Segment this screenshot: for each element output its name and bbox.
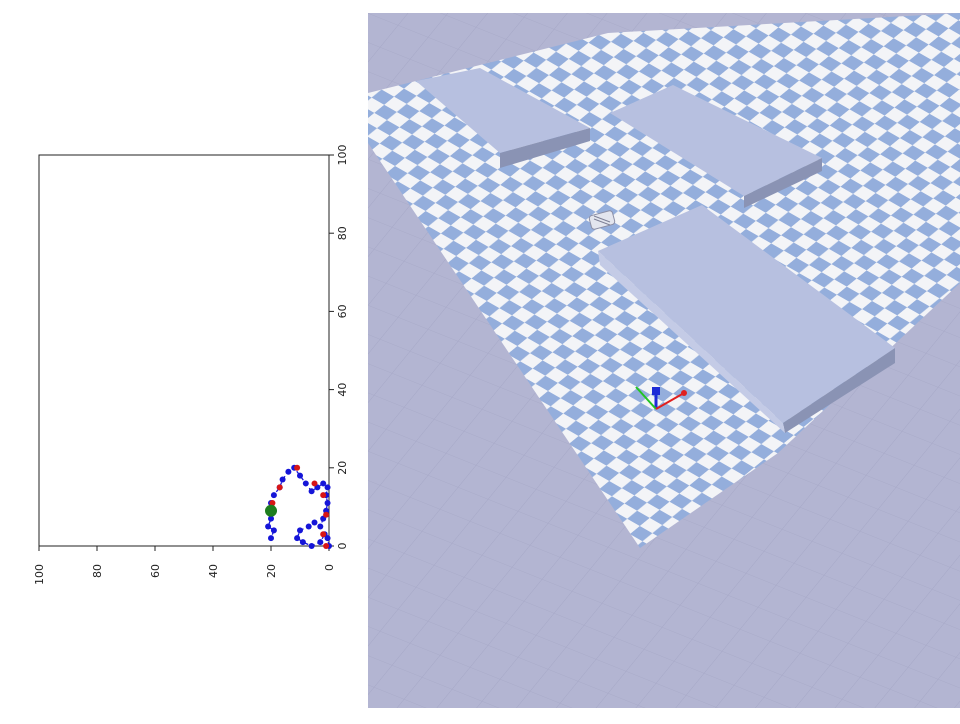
y-tick-label: 20 [265,564,278,578]
series-0-point-5 [299,539,306,546]
series-0-point-29 [265,523,272,530]
series-2-point-0 [265,504,277,517]
series-1-point-7 [269,499,276,506]
series-0-point-15 [324,484,331,491]
x-tick-label: 20 [336,461,349,475]
y-tick-label: 100 [33,564,46,585]
series-1-point-5 [294,464,301,471]
series-0-point-8 [305,523,312,530]
series-1-point-6 [276,484,283,491]
series-0-point-25 [270,492,277,499]
platform-box-1 [416,68,590,168]
x-tick-label: 60 [336,304,349,318]
y-tick-label: 80 [91,564,104,578]
y-tick-label: 0 [323,564,336,571]
series-0-point-13 [324,499,331,506]
trajectory-plot-panel: 0 20 40 60 80 100 0 20 40 60 80 100 [0,0,360,720]
series-0-point-20 [297,472,303,479]
series-layer [265,464,332,549]
x-tick-label: 80 [336,226,349,240]
x-tick-label: 0 [336,543,349,550]
plot-area [38,154,330,547]
series-1-point-2 [323,511,330,518]
robot [588,210,616,230]
series-0-point-4 [308,543,315,549]
series-0-point-10 [317,523,324,530]
series-0-point-3 [317,539,324,546]
series-0-point-22 [285,468,292,475]
series-0-point-28 [268,515,274,522]
series-0-point-19 [302,480,309,487]
series-1-point-0 [323,543,330,549]
y-tick-label: 60 [149,564,162,578]
y-tick-label: 40 [207,564,220,578]
series-1-point-3 [320,492,327,499]
trajectory-plot: 0 20 40 60 80 100 0 20 40 60 80 100 [33,145,349,586]
series-0-point-31 [268,535,274,542]
series-0-point-18 [308,488,315,495]
platform-box-2 [610,85,822,208]
x-tick-label: 40 [336,383,349,397]
series-0-point-6 [294,535,301,542]
sim-scene [368,13,960,708]
origin-axes-icon [635,386,687,410]
platform-box-3 [598,205,895,433]
series-0-point-23 [279,476,286,483]
series-0-point-30 [270,527,277,534]
series-0-point-16 [320,480,327,487]
series-1-point-4 [311,480,318,487]
series-0-point-9 [311,519,318,526]
x-tick-label: 100 [336,145,349,166]
y-axis-ticks: 0 20 40 60 80 100 [33,546,336,585]
series-1-point-1 [320,531,327,538]
x-axis-ticks: 0 20 40 60 80 100 [329,145,349,550]
simulation-viewport[interactable] [368,13,960,708]
series-0-point-7 [297,527,303,534]
